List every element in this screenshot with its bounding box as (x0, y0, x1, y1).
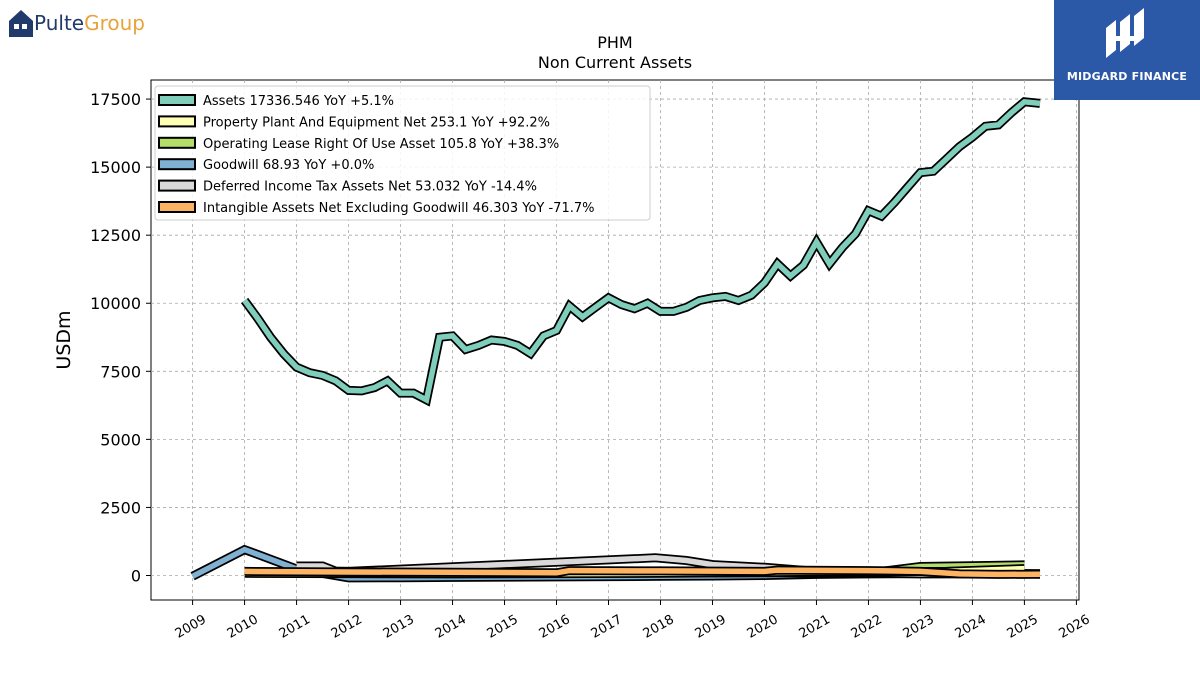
y-tick-label: 0 (131, 566, 141, 585)
x-axis: 2009 2010 2011 2012 2013 2014 2015 2016 2017 2018… (173, 600, 1093, 642)
x-tick-label: 2011 (277, 612, 313, 642)
y-tick-label: 2500 (100, 498, 141, 517)
legend-entry: Operating Lease Right Of Use Asset 105.8… (203, 137, 559, 152)
x-tick-label: 2016 (537, 612, 573, 642)
y-tick-label: 15000 (90, 158, 141, 177)
x-tick-label: 2013 (381, 612, 417, 642)
legend-entry: Intangible Assets Net Excluding Goodwill… (203, 201, 594, 216)
legend-entry: Goodwill 68.93 YoY +0.0% (203, 158, 374, 173)
legend-box (154, 85, 651, 221)
x-tick-label: 2010 (225, 612, 261, 642)
x-tick-label: 2026 (1057, 612, 1093, 642)
y-tick-label: 5000 (100, 430, 141, 449)
legend-swatch (158, 158, 196, 171)
y-tick-label: 7500 (100, 362, 141, 381)
legend-entry: Deferred Income Tax Assets Net 53.032 Yo… (203, 180, 537, 195)
pultegroup-logo: Pulte Group (8, 8, 145, 38)
legend-swatch (158, 136, 196, 149)
midgard-finance-logo: MIDGARD FINANCE (1054, 0, 1200, 100)
legend-swatch (158, 201, 196, 213)
legend-entry: Property Plant And Equipment Net 253.1 Y… (203, 115, 550, 130)
midgard-monogram-icon (1106, 8, 1144, 58)
series-line (244, 567, 1041, 578)
x-tick-label: 2009 (173, 612, 209, 642)
legend-swatch (158, 115, 196, 128)
x-tick-label: 2020 (745, 612, 781, 642)
series-layer (190, 97, 1041, 583)
chart-title: PHM (597, 33, 632, 52)
x-tick-label: 2021 (797, 612, 833, 642)
legend-entry: Assets 17336.546 YoY +5.1% (203, 94, 394, 109)
legend-swatch (158, 94, 196, 106)
series-6 (244, 565, 1041, 579)
y-axis-label: USDm (53, 310, 75, 369)
x-tick-label: 2024 (953, 612, 989, 642)
y-tick-label: 17500 (90, 90, 141, 109)
y-tick-label: 12500 (90, 226, 141, 245)
y-tick-label: 10000 (90, 294, 141, 313)
y-axis: 0 2500 5000 7500 10000 12500 15000 17500 (90, 90, 151, 585)
x-tick-label: 2014 (433, 612, 469, 642)
x-tick-label: 2019 (693, 612, 729, 642)
legend-swatch (158, 179, 196, 192)
x-tick-label: 2022 (849, 612, 885, 642)
logo-text-pulte: Pulte (34, 11, 85, 35)
x-tick-label: 2017 (589, 612, 625, 642)
logo-text-group: Group (84, 11, 145, 35)
series-1 (240, 97, 1041, 407)
x-tick-label: 2025 (1005, 612, 1041, 642)
chart-subtitle: Non Current Assets (538, 53, 692, 72)
x-tick-label: 2018 (641, 612, 677, 642)
house-icon (9, 10, 33, 37)
x-tick-label: 2015 (485, 612, 521, 642)
x-tick-label: 2023 (901, 612, 937, 642)
series-line (242, 98, 1041, 405)
x-tick-label: 2012 (329, 612, 365, 642)
midgard-finance-text: MIDGARD FINANCE (1066, 70, 1188, 83)
legend: Assets 17336.546 YoY +5.1% Property Plant… (154, 85, 651, 221)
